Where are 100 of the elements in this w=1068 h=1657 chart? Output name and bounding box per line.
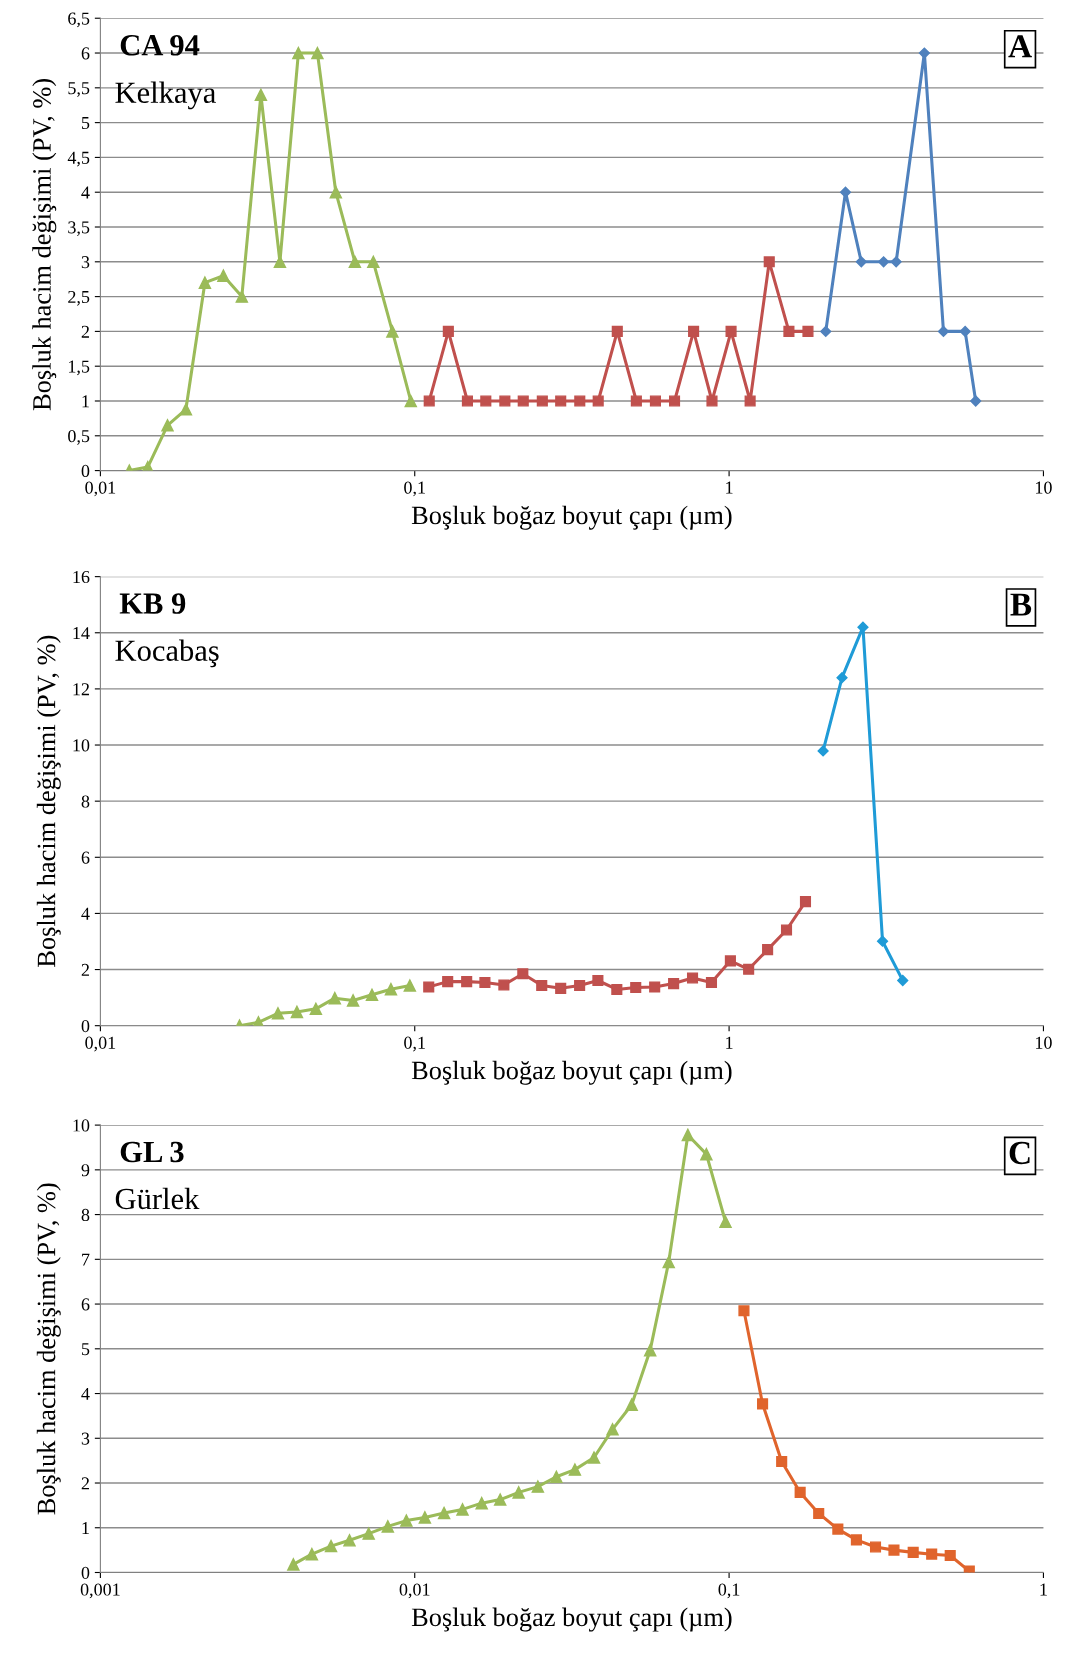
- y-tick-label: 2: [81, 1477, 89, 1490]
- point: [574, 979, 586, 992]
- x-tick-label: 0,1: [404, 1036, 425, 1052]
- point: [437, 1506, 451, 1520]
- point: [780, 924, 793, 936]
- point: [568, 1463, 582, 1476]
- y-tick-label: 4,5: [67, 151, 90, 167]
- x-tick-label: 0,001: [80, 1583, 120, 1599]
- annotation: A: [1008, 35, 1032, 58]
- point: [423, 981, 435, 993]
- point: [512, 1486, 525, 1499]
- point: [630, 981, 642, 994]
- point: [649, 981, 661, 993]
- y-tick-label: 8: [81, 795, 90, 808]
- y-tick-label: 3: [81, 256, 90, 269]
- x-tick-label: 0,01: [85, 1036, 116, 1052]
- annotation: CA 94: [120, 35, 200, 56]
- point: [479, 976, 491, 989]
- point: [381, 1520, 395, 1533]
- point: [762, 944, 774, 956]
- x-axis-title: Boşluk boğaz boyut çapı (µm): [411, 1607, 732, 1632]
- x-axis-title: Boşluk boğaz boyut çapı (µm): [411, 1060, 732, 1085]
- point: [456, 1503, 469, 1516]
- y-tick-label: 9: [81, 1164, 90, 1177]
- y-tick-label: 6,5: [68, 12, 90, 28]
- x-axis-title: Boşluk boğaz boyut çapı (µm): [411, 505, 732, 530]
- y-tick-label: 14: [73, 627, 90, 640]
- y-tick-label: 10: [73, 1119, 90, 1132]
- annotation: GL 3: [120, 1141, 184, 1163]
- annotation: KB 9: [119, 593, 186, 614]
- y-axis-title: Boşluk hacim değişimi (PV, %): [32, 79, 57, 411]
- point: [475, 1496, 488, 1510]
- y-tick-label: 2: [81, 963, 89, 976]
- x-tick-label: 10: [1036, 1036, 1052, 1049]
- annotation: Gürlek: [115, 1187, 200, 1210]
- point: [498, 979, 510, 991]
- y-tick-label: 3: [81, 1432, 90, 1445]
- y-tick-label: 2,5: [68, 290, 90, 306]
- annotation: Kocabaş: [115, 639, 219, 668]
- y-tick-label: 5,5: [68, 82, 90, 97]
- point: [536, 979, 548, 992]
- point: [686, 972, 699, 984]
- y-tick-label: 4: [81, 907, 90, 920]
- annotation: Kelkaya: [115, 81, 216, 110]
- point: [324, 1539, 338, 1553]
- point: [531, 1480, 545, 1493]
- y-tick-label: 12: [73, 683, 89, 696]
- point: [461, 976, 473, 988]
- point: [287, 1558, 300, 1571]
- point: [700, 1147, 713, 1161]
- y-tick-label: 7: [82, 1253, 90, 1266]
- y-tick-label: 4: [81, 186, 90, 199]
- point: [705, 976, 718, 989]
- x-tick-label: 0,01: [399, 1583, 430, 1599]
- x-tick-label: 1: [726, 1036, 733, 1049]
- point: [643, 1343, 657, 1357]
- x-tick-label: 1: [726, 481, 733, 494]
- y-axis-title: Boşluk hacim değişimi (PV, %): [36, 1183, 61, 1515]
- point: [668, 978, 680, 990]
- y-tick-label: 0: [81, 1566, 90, 1579]
- point: [681, 1128, 695, 1142]
- y-tick-label: 6: [81, 851, 90, 864]
- point: [606, 1423, 619, 1436]
- x-tick-label: 0,1: [718, 1583, 740, 1599]
- point: [743, 963, 755, 975]
- point: [724, 955, 736, 967]
- y-axis-title: Boşluk hacim değişimi (PV, %): [36, 635, 61, 967]
- point: [555, 982, 567, 994]
- point: [400, 1514, 413, 1527]
- point: [719, 1215, 732, 1228]
- y-tick-label: 6: [81, 1298, 90, 1311]
- point: [493, 1493, 507, 1506]
- x-tick-label: 1: [1040, 1583, 1047, 1596]
- point: [305, 1547, 319, 1561]
- x-tick-label: 10: [1036, 481, 1052, 494]
- x-tick-label: 0,01: [85, 481, 116, 497]
- y-tick-label: 8: [81, 1208, 90, 1222]
- y-tick-label: 10: [73, 739, 90, 752]
- y-tick-label: 16: [73, 570, 90, 584]
- point: [362, 1527, 375, 1540]
- y-tick-label: 1,5: [68, 360, 90, 376]
- y-tick-label: 0: [81, 464, 90, 478]
- point: [343, 1534, 356, 1547]
- point: [799, 896, 812, 908]
- point: [611, 983, 623, 996]
- y-tick-label: 6: [81, 47, 90, 60]
- y-tick-label: 0: [81, 1019, 90, 1033]
- point: [662, 1255, 675, 1269]
- x-tick-label: 0,1: [404, 481, 425, 497]
- annotation: B: [1010, 593, 1032, 616]
- y-tick-label: 3,5: [68, 221, 90, 237]
- point: [418, 1511, 432, 1524]
- point: [550, 1470, 563, 1484]
- y-tick-label: 4: [81, 1387, 90, 1400]
- y-tick-label: 5: [82, 1343, 90, 1356]
- point: [587, 1451, 601, 1464]
- annotation: C: [1009, 1141, 1030, 1165]
- point: [517, 968, 529, 980]
- y-tick-label: 2: [81, 325, 89, 338]
- point: [625, 1398, 638, 1411]
